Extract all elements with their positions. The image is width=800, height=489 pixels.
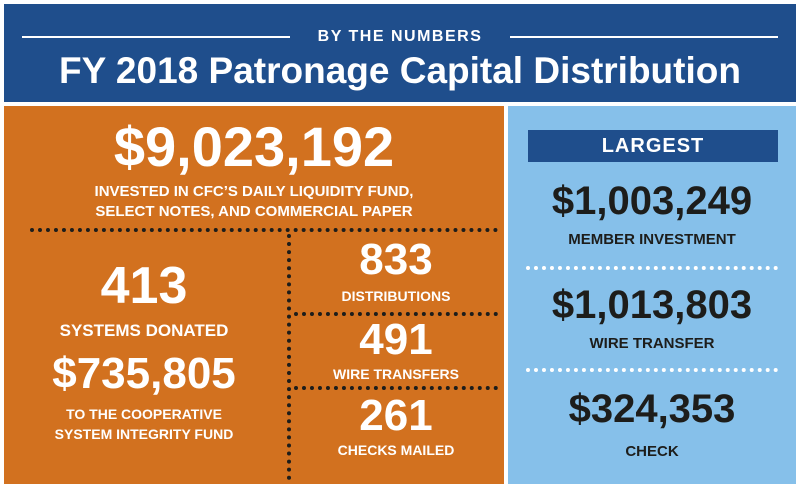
- divider-dotted-stat-2: [294, 386, 498, 390]
- systems-donated-count: 413: [100, 257, 188, 315]
- header-banner: BY THE NUMBERS FY 2018 Patronage Capital…: [4, 4, 796, 102]
- largest-check-label: CHECK: [625, 443, 679, 460]
- integrity-fund-label-line1: TO THE COOPERATIVE: [66, 406, 222, 422]
- kicker-rule-right: [510, 36, 778, 38]
- invested-amount: $9,023,192: [113, 115, 395, 178]
- kicker-row: BY THE NUMBERS: [22, 26, 778, 46]
- largest-member-investment-label: MEMBER INVESTMENT: [568, 231, 736, 248]
- largest-heading: LARGEST: [601, 135, 705, 157]
- blue-panel: LARGEST $1,003,249 MEMBER INVESTMENT $1,…: [508, 106, 796, 484]
- largest-heading-bar: LARGEST: [528, 130, 778, 162]
- divider-dotted-vertical: [287, 234, 291, 480]
- largest-wire-transfer-label: WIRE TRANSFER: [589, 335, 715, 352]
- page-title: FY 2018 Patronage Capital Distribution: [59, 50, 741, 91]
- orange-panel: $9,023,192 INVESTED IN CFC’S DAILY LIQUI…: [4, 106, 504, 484]
- kicker-rule-left: [22, 36, 290, 38]
- stat-distributions-label: DISTRIBUTIONS: [341, 288, 451, 304]
- stat-checks-mailed-label: CHECKS MAILED: [337, 442, 455, 458]
- stat-wire-transfers-label: WIRE TRANSFERS: [333, 366, 459, 382]
- integrity-fund-label-line2: SYSTEM INTEGRITY FUND: [54, 426, 234, 442]
- stat-wire-transfers-value: 491: [359, 315, 433, 364]
- systems-donated-label: SYSTEMS DONATED: [59, 321, 229, 340]
- divider-dotted-stat-1: [294, 312, 498, 316]
- largest-check-amount: $324,353: [568, 387, 736, 431]
- integrity-fund-amount: $735,805: [52, 349, 236, 398]
- largest-wire-transfer-amount: $1,013,803: [551, 283, 753, 327]
- largest-member-investment-amount: $1,003,249: [551, 179, 753, 223]
- kicker-text: BY THE NUMBERS: [317, 28, 483, 45]
- invested-label-line1: INVESTED IN CFC’S DAILY LIQUIDITY FUND,: [94, 183, 414, 200]
- stat-distributions-value: 833: [359, 235, 433, 284]
- divider-dotted-largest-2: [526, 368, 778, 372]
- stat-checks-mailed-value: 261: [359, 391, 433, 440]
- divider-dotted-top: [30, 228, 498, 232]
- divider-dotted-largest-1: [526, 266, 778, 270]
- invested-label-line2: SELECT NOTES, AND COMMERCIAL PAPER: [95, 203, 413, 220]
